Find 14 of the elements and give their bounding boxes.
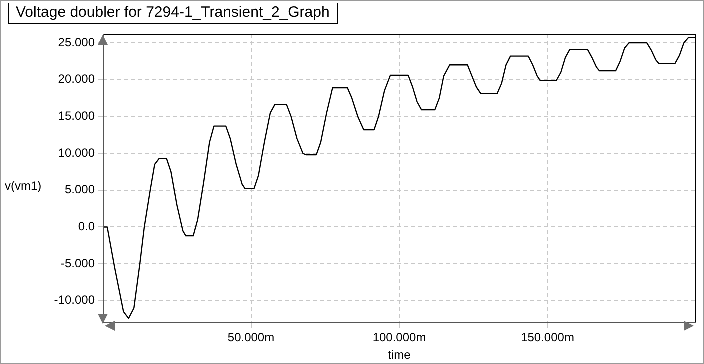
y-tick-label: 25.000: [58, 35, 96, 50]
x-tick-label: 100.000m: [372, 330, 426, 345]
y-tick-label: -10.000: [54, 293, 96, 308]
y-tick-label: 15.000: [58, 109, 96, 124]
y-tick-label: 5.000: [64, 182, 96, 197]
y-tick-label: 10.000: [58, 146, 96, 160]
y-axis-title: v(vm1): [5, 179, 42, 193]
x-tick-label: 50.000m: [228, 330, 275, 345]
y-tick-label: 20.000: [58, 72, 96, 86]
chart-title: Voltage doubler for 7294-1_Transient_2_Graph: [8, 3, 338, 24]
x-axis-title: time: [388, 348, 412, 362]
y-tick-label: 0.0: [78, 220, 96, 234]
x-tick-label: 150.000m: [521, 330, 574, 345]
y-tick-label: -5.000: [60, 256, 96, 270]
